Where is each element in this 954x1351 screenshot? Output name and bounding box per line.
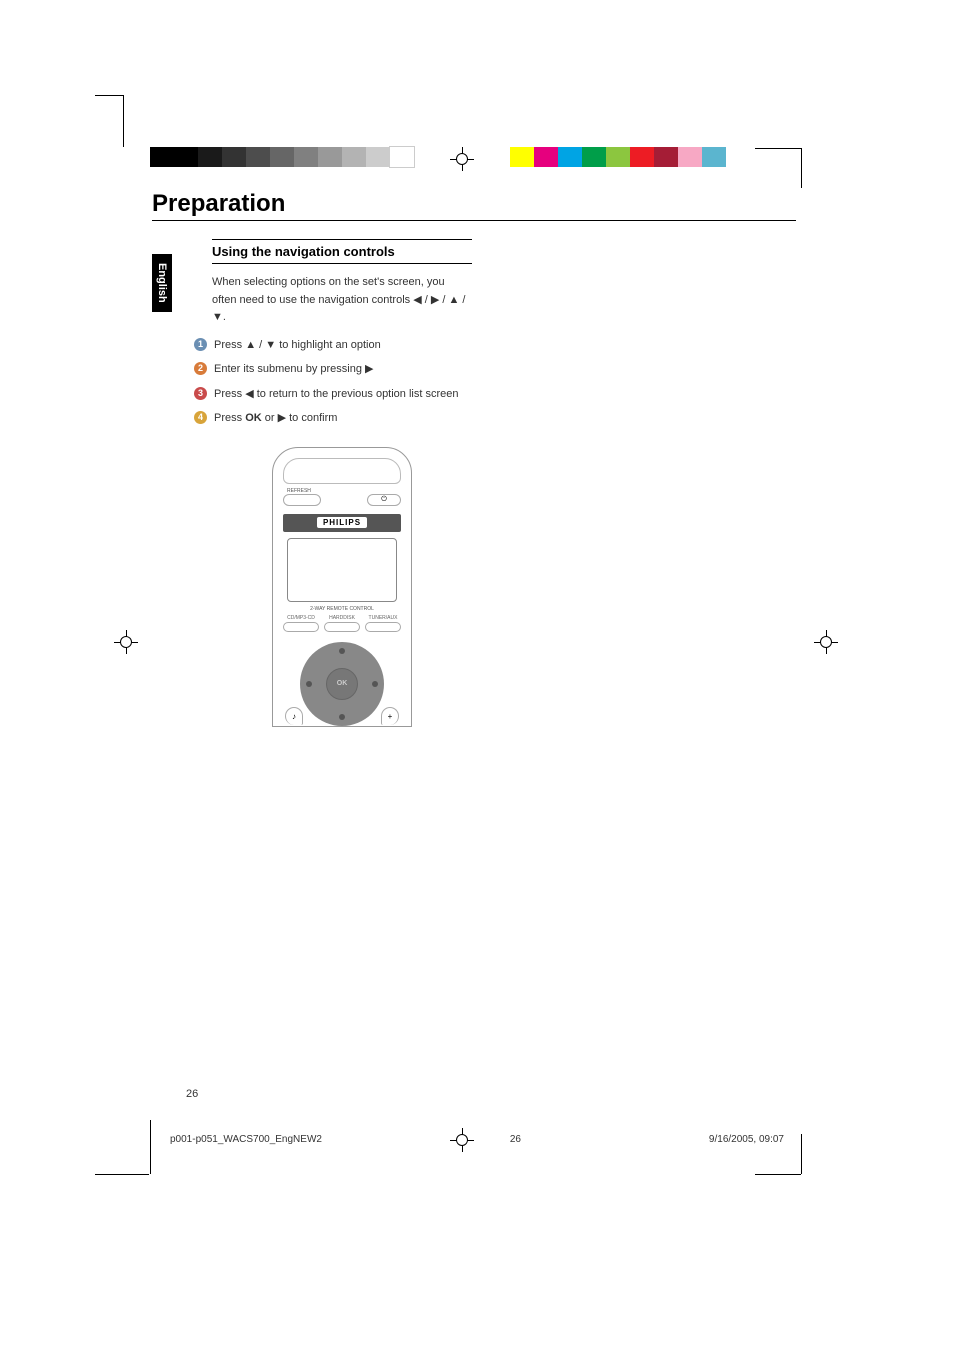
power-button: ⏻ bbox=[367, 494, 401, 506]
swatch bbox=[558, 147, 582, 167]
source-button-tuner bbox=[365, 622, 401, 632]
page-number: 26 bbox=[186, 1088, 198, 1100]
brand-band: PHILIPS bbox=[283, 514, 401, 532]
navigation-ring: OK bbox=[300, 642, 384, 726]
mute-button: ♪ bbox=[285, 707, 303, 725]
swatch bbox=[294, 147, 318, 167]
print-color-bar bbox=[510, 147, 726, 167]
nav-left-icon bbox=[306, 681, 312, 687]
source-label: CD/MP3-CD bbox=[283, 615, 319, 621]
refresh-button bbox=[283, 494, 321, 506]
swatch bbox=[654, 147, 678, 167]
swatch bbox=[606, 147, 630, 167]
swatch bbox=[150, 147, 174, 167]
swatch bbox=[246, 147, 270, 167]
print-grayscale-bar bbox=[150, 147, 414, 167]
left-arrow-icon: ◀ bbox=[413, 294, 421, 306]
swatch bbox=[534, 147, 558, 167]
print-footer-file: p001-p051_WACS700_EngNEW2 bbox=[170, 1134, 322, 1145]
registration-target-icon bbox=[450, 147, 474, 171]
text: When selecting options on the set's scre… bbox=[212, 276, 445, 306]
source-button-cd bbox=[283, 622, 319, 632]
step-badge: 1 bbox=[194, 338, 207, 351]
swatch bbox=[630, 147, 654, 167]
arrow-icon: ▼ bbox=[265, 339, 276, 351]
source-label: TUNER/AUX bbox=[365, 615, 401, 621]
subheading: Using the navigation controls bbox=[212, 239, 472, 264]
swatch bbox=[678, 147, 702, 167]
swatch bbox=[366, 147, 390, 167]
step-badge: 2 bbox=[194, 362, 207, 375]
text: / bbox=[459, 294, 465, 306]
step-list: 1Press ▲ / ▼ to highlight an option 2Ente… bbox=[194, 337, 472, 427]
swatch bbox=[510, 147, 534, 167]
swatch bbox=[702, 147, 726, 167]
step-item: 3Press ◀ to return to the previous optio… bbox=[194, 386, 472, 403]
crop-mark bbox=[150, 1120, 151, 1174]
ok-text: OK bbox=[245, 412, 262, 424]
crop-mark bbox=[123, 95, 124, 147]
swatch bbox=[174, 147, 198, 167]
swatch bbox=[342, 147, 366, 167]
crop-mark bbox=[755, 148, 801, 149]
swatch bbox=[222, 147, 246, 167]
crop-mark bbox=[95, 95, 123, 96]
swatch bbox=[198, 147, 222, 167]
step-item: 4Press OK or ▶ to confirm bbox=[194, 410, 472, 427]
arrow-icon: ▶ bbox=[365, 363, 373, 375]
print-footer-page: 26 bbox=[510, 1134, 521, 1145]
crop-mark bbox=[801, 1134, 802, 1174]
source-button-harddisk bbox=[324, 622, 360, 632]
section-title: Preparation bbox=[152, 190, 796, 221]
down-arrow-icon: ▼ bbox=[212, 311, 223, 323]
swatch bbox=[270, 147, 294, 167]
up-arrow-icon: ▲ bbox=[448, 294, 459, 306]
nav-right-icon bbox=[372, 681, 378, 687]
print-footer: p001-p051_WACS700_EngNEW2 26 9/16/2005, … bbox=[170, 1134, 784, 1145]
registration-target-icon bbox=[814, 630, 838, 654]
remote-screen-label: 2-WAY REMOTE CONTROL bbox=[283, 606, 401, 612]
remote-illustration: REFRESH ⏻ PHILIPS 2-WAY REMOTE CONTROL C… bbox=[272, 447, 412, 727]
crop-mark bbox=[95, 1174, 149, 1175]
intro-text: When selecting options on the set's scre… bbox=[212, 274, 472, 327]
swatch bbox=[318, 147, 342, 167]
arrow-icon: ▲ bbox=[245, 339, 256, 351]
remote-top-inset bbox=[283, 458, 401, 484]
ok-button: OK bbox=[326, 668, 358, 700]
text: / bbox=[422, 294, 431, 306]
swatch bbox=[390, 147, 414, 167]
crop-mark bbox=[755, 1174, 801, 1175]
print-footer-datetime: 9/16/2005, 09:07 bbox=[709, 1134, 784, 1145]
registration-target-icon bbox=[114, 630, 138, 654]
crop-mark bbox=[801, 148, 802, 188]
plus-button: + bbox=[381, 707, 399, 725]
nav-up-icon bbox=[339, 648, 345, 654]
text: . bbox=[223, 311, 226, 323]
step-item: 1Press ▲ / ▼ to highlight an option bbox=[194, 337, 472, 354]
source-label: HARDDISK bbox=[324, 615, 360, 621]
arrow-icon: ▶ bbox=[278, 412, 286, 424]
arrow-icon: ◀ bbox=[245, 388, 253, 400]
swatch bbox=[582, 147, 606, 167]
step-badge: 3 bbox=[194, 387, 207, 400]
step-item: 2Enter its submenu by pressing ▶ bbox=[194, 361, 472, 378]
brand-logo: PHILIPS bbox=[317, 517, 367, 528]
nav-down-icon bbox=[339, 714, 345, 720]
remote-screen bbox=[287, 538, 397, 602]
page-content: Preparation Using the navigation control… bbox=[152, 190, 796, 727]
step-badge: 4 bbox=[194, 411, 207, 424]
